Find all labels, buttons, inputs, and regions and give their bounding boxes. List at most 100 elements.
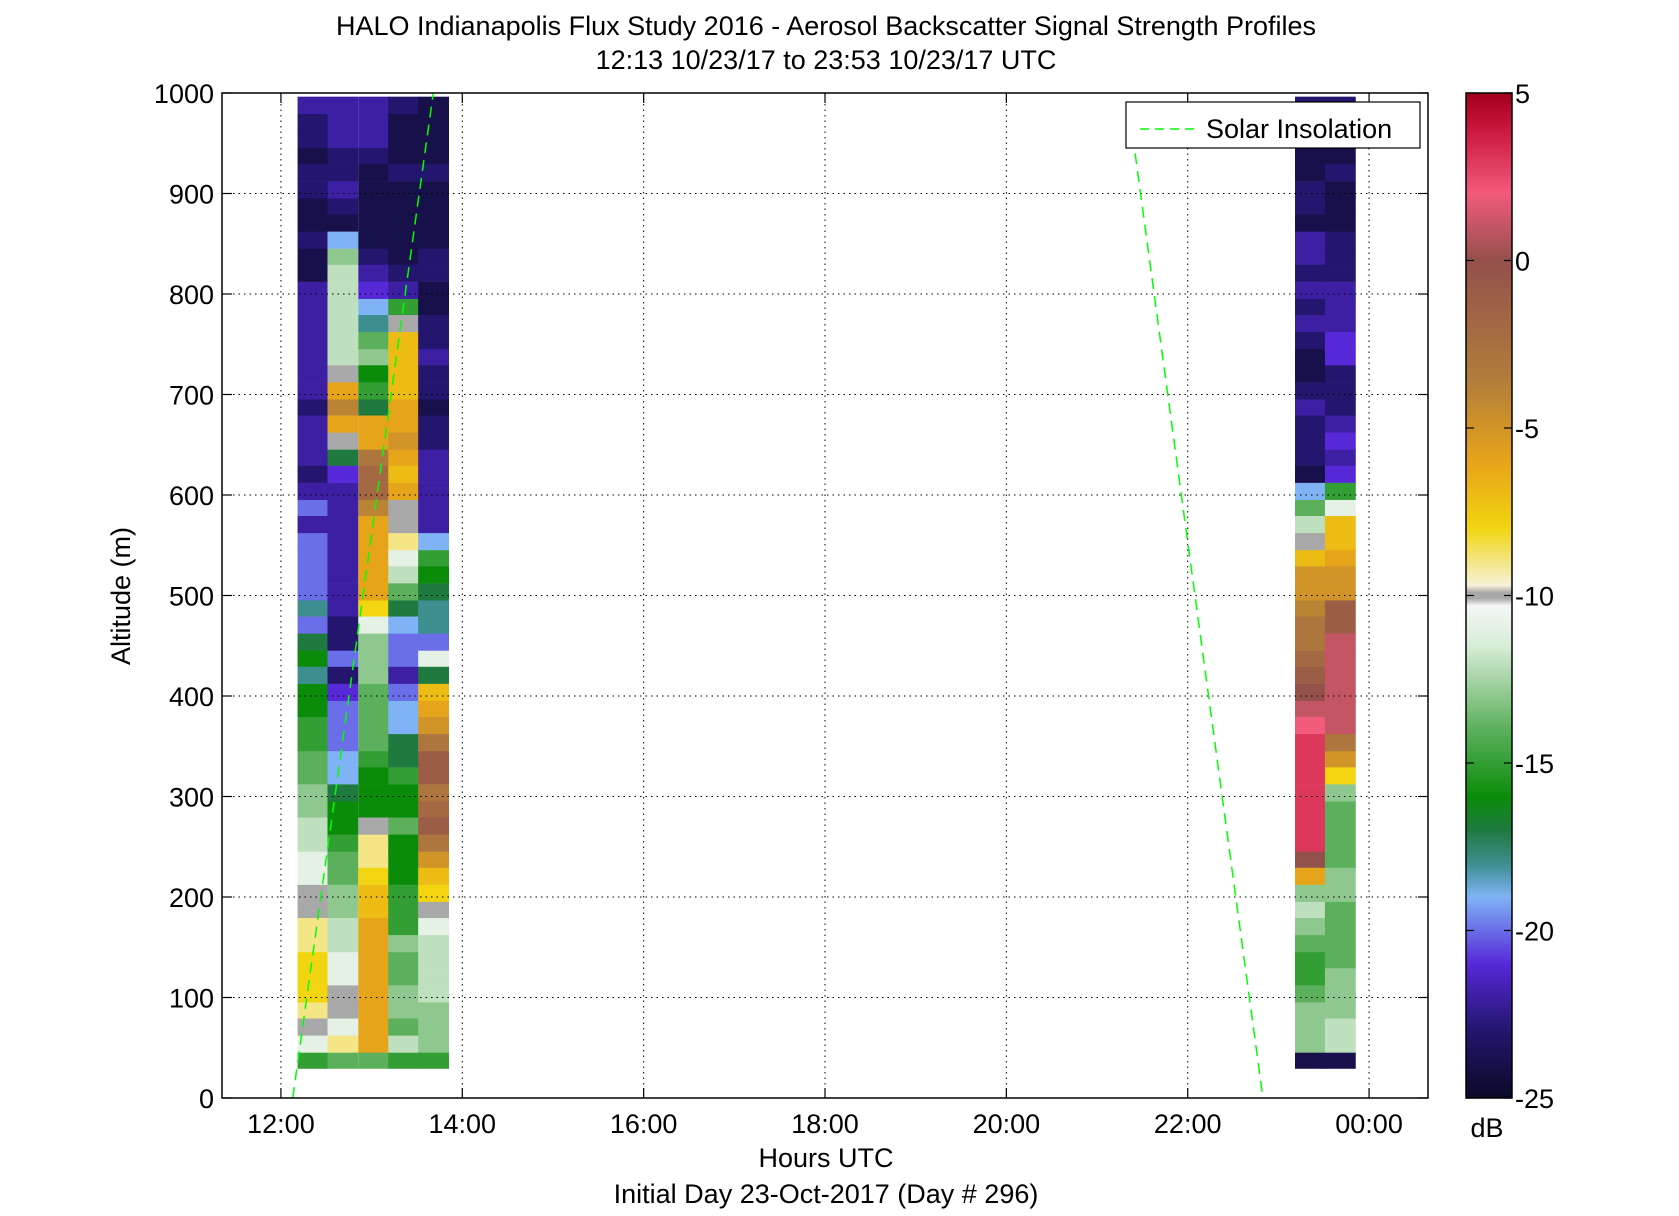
heatmap-cell bbox=[297, 247, 329, 265]
heatmap-cell bbox=[418, 749, 449, 768]
x-tick-label: 16:00 bbox=[610, 1109, 678, 1139]
heatmap-cell bbox=[1324, 197, 1356, 215]
heatmap-cell bbox=[327, 850, 359, 868]
heatmap-cell bbox=[297, 566, 329, 584]
heatmap-cell bbox=[327, 146, 359, 165]
x-tick-label: 12:00 bbox=[247, 1109, 315, 1139]
colorbar-tick-label: -10 bbox=[1515, 582, 1554, 612]
heatmap-cell bbox=[327, 548, 359, 567]
heatmap-cell bbox=[388, 985, 420, 1003]
heatmap-cell bbox=[327, 482, 359, 500]
heatmap-cell bbox=[358, 800, 390, 818]
heatmap-cell bbox=[358, 616, 390, 634]
heatmap-cell bbox=[327, 314, 359, 333]
heatmap-cell bbox=[418, 297, 449, 316]
heatmap-cell bbox=[388, 498, 420, 517]
heatmap-cell bbox=[1324, 633, 1356, 651]
heatmap-cell bbox=[297, 448, 329, 466]
heatmap-cell bbox=[418, 382, 449, 400]
heatmap-cell bbox=[297, 583, 329, 601]
heatmap-cell bbox=[418, 800, 449, 818]
heatmap-cell bbox=[1324, 749, 1356, 768]
heatmap-cell bbox=[1295, 767, 1326, 785]
heatmap-cell bbox=[1324, 181, 1356, 199]
y-tick-label: 600 bbox=[169, 481, 214, 511]
heatmap-cell bbox=[418, 482, 449, 500]
y-tick-label: 200 bbox=[169, 883, 214, 913]
heatmap-cell bbox=[1324, 716, 1356, 735]
heatmap-cell bbox=[358, 164, 390, 182]
heatmap-cell bbox=[418, 716, 449, 735]
heatmap-cell bbox=[297, 884, 329, 902]
heatmap-cell bbox=[388, 314, 420, 333]
heatmap-cell bbox=[327, 716, 359, 735]
heatmap-cell bbox=[1324, 968, 1356, 986]
heatmap-cell bbox=[388, 633, 420, 651]
heatmap-cell bbox=[1324, 683, 1356, 701]
heatmap-cell bbox=[358, 130, 390, 149]
x-tick-labels: 12:00 14:00 16:00 18:00 20:00 22:00 00:00 bbox=[247, 1109, 1403, 1139]
heatmap-cell bbox=[297, 985, 329, 1003]
heatmap-cell bbox=[327, 884, 359, 902]
heatmap-cell bbox=[1324, 599, 1356, 617]
heatmap-cell bbox=[358, 649, 390, 667]
heatmap-cell bbox=[358, 365, 390, 383]
heatmap-cell bbox=[418, 432, 449, 450]
heatmap-cell bbox=[327, 181, 359, 199]
heatmap-cell bbox=[327, 197, 359, 215]
heatmap-cell bbox=[327, 934, 359, 953]
heatmap-cell bbox=[418, 633, 449, 651]
heatmap-cell bbox=[327, 382, 359, 400]
heatmap-cell bbox=[297, 96, 329, 115]
heatmap-cell bbox=[358, 699, 390, 718]
heatmap-cell bbox=[297, 666, 329, 684]
heatmap-cell bbox=[358, 583, 390, 601]
heatmap-cell bbox=[1324, 297, 1356, 316]
heatmap-cell bbox=[1324, 583, 1356, 601]
heatmap-cell bbox=[1324, 347, 1356, 366]
heatmap-cell bbox=[1324, 415, 1356, 433]
heatmap-cell bbox=[358, 398, 390, 416]
heatmap-cell bbox=[1295, 817, 1326, 835]
y-tick-label: 0 bbox=[199, 1084, 214, 1114]
heatmap-cell bbox=[418, 666, 449, 684]
heatmap-cell bbox=[1295, 181, 1326, 199]
heatmap-cell bbox=[388, 950, 420, 969]
heatmap-cell bbox=[1295, 616, 1326, 634]
heatmap-cell bbox=[1295, 314, 1326, 333]
heatmap-cell bbox=[1295, 548, 1326, 567]
heatmap-cell bbox=[297, 1001, 329, 1019]
heatmap-cell bbox=[1295, 331, 1326, 350]
heatmap-cell bbox=[1324, 699, 1356, 718]
heatmap-cell bbox=[388, 214, 420, 232]
heatmap-cell bbox=[388, 917, 420, 936]
heatmap-cell bbox=[418, 616, 449, 634]
y-tick-label: 300 bbox=[169, 783, 214, 813]
heatmap-cell bbox=[1324, 164, 1356, 182]
axis-ticks bbox=[222, 92, 1428, 1099]
heatmap-cell bbox=[327, 968, 359, 986]
heatmap-cell bbox=[297, 716, 329, 735]
heatmap-cell bbox=[327, 347, 359, 366]
heatmap-cell bbox=[297, 599, 329, 617]
colorbar-ticks: 5 0 -5 -10 -15 -20 -25 bbox=[1466, 79, 1554, 1114]
heatmap-cell bbox=[1295, 800, 1326, 818]
heatmap-cell bbox=[297, 146, 329, 165]
heatmap-cell bbox=[1324, 1018, 1356, 1036]
heatmap-cell bbox=[418, 515, 449, 534]
heatmap-cell bbox=[297, 498, 329, 517]
heatmap-cell bbox=[1324, 649, 1356, 667]
heatmap-cell bbox=[327, 1035, 359, 1053]
heatmap-cell bbox=[297, 749, 329, 768]
heatmap-cell bbox=[327, 985, 359, 1003]
heatmap-cell bbox=[1324, 498, 1356, 517]
heatmap-cell bbox=[358, 683, 390, 701]
heatmap-cell bbox=[388, 1018, 420, 1036]
heatmap-cell bbox=[297, 1035, 329, 1053]
heatmap-cell bbox=[388, 247, 420, 265]
heatmap-cell bbox=[418, 231, 449, 249]
heatmap-cell bbox=[1295, 666, 1326, 684]
heatmap-cell bbox=[1295, 146, 1326, 165]
heatmap-cell bbox=[1295, 1001, 1326, 1019]
heatmap-cell bbox=[418, 683, 449, 701]
